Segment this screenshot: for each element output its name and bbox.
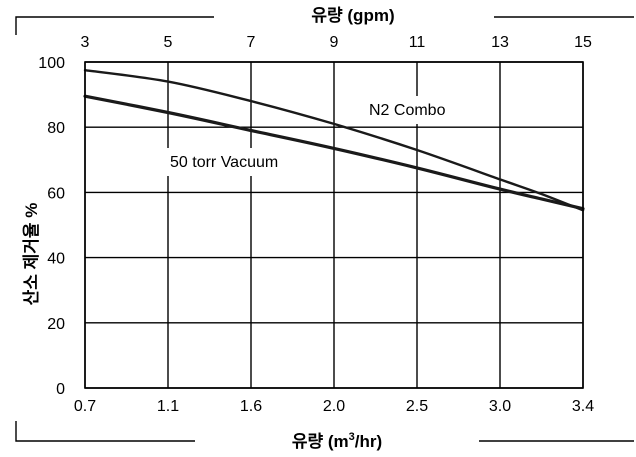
top-tick-label: 13 [491,34,509,51]
series-line-1 [83,94,585,211]
bottom-axis-title: 유량 (m3/hr) [292,431,382,451]
series-line-0 [83,69,585,212]
bottom-tick-label: 2.5 [406,398,428,415]
y-tick-label: 0 [56,381,65,398]
top-tick-label: 7 [247,34,256,51]
top-tick-label: 5 [164,34,173,51]
top-tick-label: 9 [330,34,339,51]
bottom-tick-label: 0.7 [74,398,96,415]
top-axis-title: 유량 (gpm) [311,6,394,25]
series-lines [83,69,585,212]
y-tick-labels: 0 20 40 60 80 100 [38,55,65,398]
bottom-tick-label: 1.6 [240,398,262,415]
y-tick-label: 40 [47,251,65,268]
top-tick-label: 3 [81,34,90,51]
series-label-vacuum-background [163,148,323,176]
top-tick-label: 15 [574,34,592,51]
top-tick-label: 11 [409,34,426,51]
top-title-bracket-left [15,16,214,35]
bottom-axis-title-main: 유량 (m [292,432,349,451]
bottom-title-bracket-left [15,421,195,442]
y-tick-label: 60 [47,185,65,202]
bottom-axis-title-suffix: /hr) [355,432,382,451]
bottom-tick-label: 2.0 [323,398,345,415]
bottom-tick-labels: 0.7 1.1 1.6 2.0 2.5 3.0 3.4 [74,398,594,415]
plot-frame [84,61,584,389]
y-tick-label: 80 [47,120,65,137]
bottom-axis-title-superscript: 3 [349,431,355,443]
series-label-n2-combo-background [362,96,487,124]
y-tick-label: 20 [47,316,65,333]
top-tick-labels: 3 5 7 9 11 13 15 [81,34,592,51]
bottom-tick-label: 3.0 [489,398,511,415]
y-axis-title: 산소 제거율 % [22,203,41,306]
bottom-tick-label: 1.1 [157,398,179,415]
bottom-tick-label: 3.4 [572,398,594,415]
series-label-50-torr-vacuum: 50 torr Vacuum [170,154,278,171]
series-label-n2-combo: N2 Combo [369,102,446,119]
y-tick-label: 100 [38,55,65,72]
